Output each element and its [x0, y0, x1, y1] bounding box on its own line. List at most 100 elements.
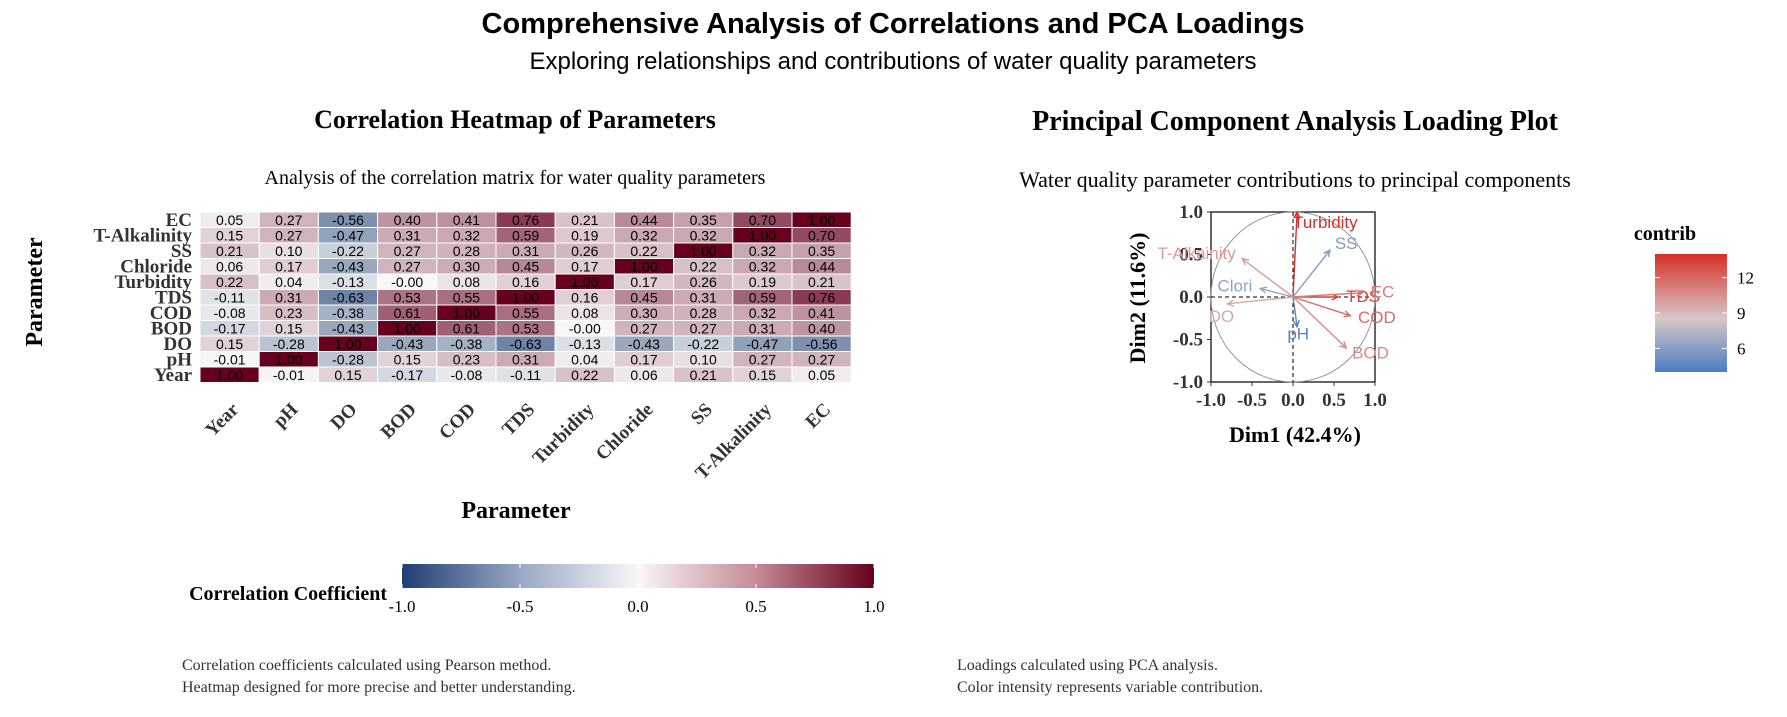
heatmap-cell-label: 0.22	[216, 274, 243, 290]
heatmap-cell-label: 0.15	[334, 367, 361, 383]
heatmap-cell-label: 0.40	[808, 320, 835, 336]
loading-label: Turbidity	[1293, 213, 1358, 232]
pca-panel: Principal Component Analysis Loading Plo…	[957, 106, 1754, 696]
heatmap-cell-label: 0.19	[749, 274, 776, 290]
heatmap-cell-label: -0.11	[510, 367, 541, 383]
pca-caption-line-1: Loadings calculated using PCA analysis.	[957, 657, 1218, 674]
heatmap-cells: 0.05 0.27 -0.56 0.40 0.41 0.76 0.21 0.44 0.35 0.7…	[199, 211, 852, 383]
heatmap-x-tick-label: EC	[802, 399, 836, 433]
heatmap-y-tick-label: T-Alkalinity	[93, 225, 192, 246]
heatmap-cell-label: 0.27	[749, 351, 776, 367]
heatmap-cell-label: 0.31	[749, 320, 776, 336]
heatmap-y-tick-label: BOD	[151, 318, 192, 339]
heatmap-cell-label: 1.00	[630, 258, 657, 274]
heatmap-cell-label: -0.43	[332, 320, 364, 336]
heatmap-cell-label: 0.17	[275, 258, 302, 274]
pca-x-axis-label: Dim1 (42.4%)	[1229, 422, 1361, 447]
loading-arrowhead	[1339, 341, 1348, 350]
heatmap-cell-label: 1.00	[808, 212, 835, 228]
heatmap-cell-label: 0.70	[749, 212, 776, 228]
loading-label: SS	[1335, 234, 1358, 253]
loading-arrowhead	[1343, 310, 1352, 318]
heatmap-cell-label: 0.31	[690, 289, 717, 305]
heatmap-cell-label: 0.59	[749, 289, 776, 305]
heatmap-cell-label: 0.61	[394, 305, 421, 321]
heatmap-cell-label: -0.17	[391, 367, 423, 383]
heatmap-cell-label: 0.31	[512, 243, 539, 259]
heatmap-cell-label: -0.56	[806, 336, 838, 352]
main-title: Comprehensive Analysis of Correlations a…	[482, 8, 1305, 40]
pca-y-tick-label: -1.0	[1173, 372, 1203, 393]
heatmap-cell-label: 0.21	[690, 367, 717, 383]
heatmap-cell-label: 0.27	[275, 212, 302, 228]
heatmap-x-tick-label: Year	[201, 399, 243, 441]
pca-y-tick-label: -0.5	[1173, 330, 1203, 351]
heatmap-cell-label: 0.17	[630, 351, 657, 367]
pca-y-axis-label: Dim2 (11.6%)	[1125, 233, 1150, 364]
loading-arrow	[1292, 296, 1298, 327]
heatmap-cell-label: 0.08	[453, 274, 480, 290]
heatmap-cell-label: 0.16	[571, 289, 598, 305]
heatmap-cell-label: 0.26	[571, 243, 598, 259]
heatmap-y-tick-label: DO	[164, 334, 193, 355]
heatmap-cell-label: -0.17	[214, 320, 246, 336]
pca-x-tick-label: -0.5	[1237, 390, 1267, 411]
heatmap-cell-label: 0.15	[749, 367, 776, 383]
heatmap-y-axis-label: Parameter	[22, 237, 48, 347]
heatmap-caption-line-2: Heatmap designed for more precise and be…	[182, 679, 576, 696]
correlation-legend-ticks: -1.0 -0.5 0.0 0.5 1.0	[389, 564, 885, 616]
heatmap-cell-label: 0.28	[690, 305, 717, 321]
heatmap-cell-label: 0.44	[630, 212, 657, 228]
heatmap-cell-label: 0.27	[394, 258, 421, 274]
heatmap-cell-label: 0.19	[571, 227, 598, 243]
heatmap-cell-label: -0.11	[214, 289, 245, 305]
correlation-legend-tick-label: -0.5	[507, 597, 534, 616]
heatmap-cell-label: 1.00	[690, 243, 717, 259]
loading-arrowhead	[1240, 257, 1250, 266]
heatmap-cell-label: 0.53	[512, 320, 539, 336]
heatmap-cell-label: -0.08	[450, 367, 482, 383]
heatmap-cell-label: 0.35	[690, 212, 717, 228]
heatmap-subtitle: Analysis of the correlation matrix for w…	[265, 167, 766, 189]
contrib-legend-ticks: 12 9 6	[1655, 269, 1754, 358]
loading-arrowhead	[1323, 248, 1331, 258]
heatmap-cell-label: -0.28	[332, 351, 364, 367]
heatmap-cell-label: 0.32	[749, 305, 776, 321]
heatmap-cell-label: 0.22	[630, 243, 657, 259]
heatmap-cell-label: 0.55	[512, 305, 539, 321]
heatmap-cell-label: 0.59	[512, 227, 539, 243]
heatmap-cell-label: 1.00	[749, 227, 776, 243]
heatmap-cell-label: -0.22	[332, 243, 364, 259]
heatmap-cell-label: 0.70	[808, 227, 835, 243]
heatmap-cell-label: 1.00	[334, 336, 361, 352]
heatmap-cell-label: 0.21	[808, 274, 835, 290]
heatmap-cell-label: 0.17	[571, 258, 598, 274]
pca-x-tick-label: 0.5	[1322, 390, 1346, 411]
loading-arrow	[1292, 296, 1347, 349]
heatmap-cell-label: -0.13	[332, 274, 364, 290]
correlation-legend-tick-label: 0.5	[745, 597, 766, 616]
heatmap-cell-label: 0.10	[690, 351, 717, 367]
heatmap-cell-label: -0.43	[391, 336, 423, 352]
loading-arrowhead	[1225, 299, 1235, 307]
heatmap-title: Correlation Heatmap of Parameters	[314, 105, 716, 134]
heatmap-cell-label: 0.27	[690, 320, 717, 336]
heatmap-cell-label: 0.28	[453, 243, 480, 259]
contrib-legend-title: contrib	[1634, 223, 1696, 245]
loading-label: EC	[1371, 282, 1395, 301]
heatmap-y-tick-label: Turbidity	[115, 272, 193, 293]
heatmap-cell-label: 0.76	[512, 212, 539, 228]
heatmap-cell-label: 0.32	[630, 227, 657, 243]
contrib-legend-tick-label: 6	[1737, 339, 1746, 358]
pca-y-tick-label: 0.0	[1179, 287, 1203, 308]
heatmap-cell-label: 0.16	[512, 274, 539, 290]
heatmap-caption-line-1: Correlation coefficients calculated usin…	[182, 657, 551, 674]
heatmap-cell-label: 0.04	[275, 274, 302, 290]
heatmap-cell-label: 0.27	[808, 351, 835, 367]
heatmap-cell-label: 0.22	[571, 367, 598, 383]
loading-arrow	[1292, 296, 1351, 317]
heatmap-cell-label: 0.31	[394, 227, 421, 243]
heatmap-cell-label: -0.63	[510, 336, 542, 352]
heatmap-cell-label: -0.08	[214, 305, 246, 321]
loading-label: DO	[1209, 307, 1235, 326]
